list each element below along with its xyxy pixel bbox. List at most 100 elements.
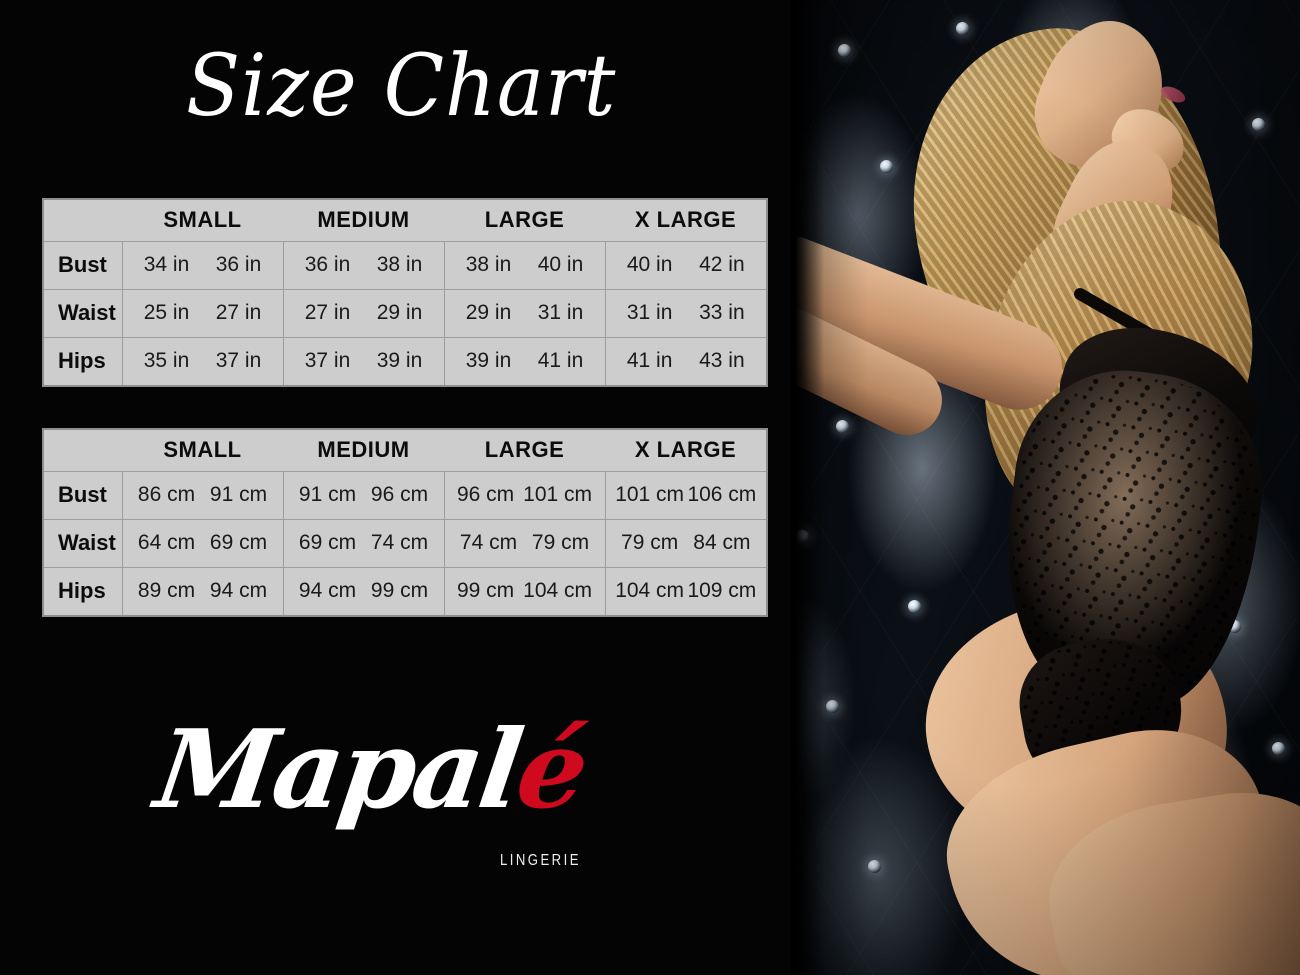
- cell-bust-large: 38 in 40 in: [444, 241, 606, 290]
- size-table-centimeters: SMALL MEDIUM LARGE X LARGE Bust 86 cm 91 …: [44, 430, 766, 615]
- cell-waist-medium: 27 in 29 in: [283, 289, 445, 338]
- header-xlarge: X LARGE: [605, 200, 766, 242]
- value-min: 74 cm: [459, 531, 518, 554]
- cell-hips-xlarge: 41 in 43 in: [605, 337, 766, 385]
- value-max: 37 in: [215, 349, 262, 373]
- table-row: Bust 34 in 36 in 36 in 38 in 38 in 40 in 40…: [44, 241, 766, 290]
- value-min: 64 cm: [137, 531, 196, 554]
- value-min: 41 in: [626, 349, 673, 373]
- size-table-centimeters-body: Bust 86 cm 91 cm 91 cm 96 cm 96 cm 101 cm 1…: [44, 471, 766, 615]
- value-min: 34 in: [143, 253, 190, 276]
- value-max: 42 in: [699, 253, 745, 276]
- cell-waist-large: 29 in 31 in: [444, 289, 606, 338]
- table-row: Waist 25 in 27 in 27 in 29 in 29 in 31 in 3…: [44, 289, 766, 338]
- value-max: 39 in: [376, 349, 423, 373]
- value-max: 69 cm: [209, 531, 268, 554]
- cell-waist-medium: 69 cm 74 cm: [283, 519, 445, 568]
- brand-name-main: Mapal: [148, 707, 528, 833]
- value-min: 39 in: [465, 349, 512, 373]
- value-min: 29 in: [465, 301, 512, 324]
- info-panel: Size Chart SMALL MEDIUM LARGE X LARGE Bu…: [44, 37, 766, 876]
- row-label-hips: Hips: [44, 337, 123, 385]
- cell-waist-small: 25 in 27 in: [122, 289, 284, 338]
- header-row: SMALL MEDIUM LARGE X LARGE: [44, 200, 766, 242]
- value-min: 36 in: [304, 253, 351, 276]
- cell-waist-xlarge: 31 in 33 in: [605, 289, 766, 338]
- brand-logo: Mapalé LINGERIE: [149, 707, 593, 876]
- cell-bust-small: 34 in 36 in: [122, 241, 284, 290]
- photo-vignette: [760, 0, 1300, 975]
- cell-bust-medium: 91 cm 96 cm: [283, 471, 445, 520]
- brand-wordmark: Mapalé: [149, 707, 593, 833]
- value-min: 89 cm: [137, 579, 196, 603]
- model-photo: [760, 0, 1300, 975]
- value-max: 41 in: [537, 349, 584, 373]
- value-min: 25 in: [143, 301, 190, 324]
- size-table-inches: SMALL MEDIUM LARGE X LARGE Bust 34 in 36 …: [44, 200, 766, 385]
- cell-hips-large: 39 in 41 in: [444, 337, 606, 385]
- cell-hips-medium: 94 cm 99 cm: [283, 567, 445, 615]
- value-min: 86 cm: [137, 483, 196, 506]
- value-min: 69 cm: [298, 531, 357, 554]
- value-max: 79 cm: [531, 531, 590, 554]
- cell-bust-xlarge: 40 in 42 in: [605, 241, 766, 290]
- value-min: 94 cm: [298, 579, 357, 603]
- value-min: 40 in: [626, 253, 673, 276]
- value-min: 31 in: [626, 301, 673, 324]
- value-max: 29 in: [376, 301, 423, 324]
- row-label-bust: Bust: [44, 241, 123, 290]
- header-medium: MEDIUM: [283, 200, 444, 242]
- table-row: Hips 35 in 37 in 37 in 39 in 39 in 41 in 41…: [44, 337, 766, 385]
- cell-bust-medium: 36 in 38 in: [283, 241, 445, 290]
- value-max: 27 in: [215, 301, 262, 324]
- cell-bust-small: 86 cm 91 cm: [122, 471, 284, 520]
- value-max: 109 cm: [687, 579, 757, 603]
- value-max: 31 in: [537, 301, 584, 324]
- row-label-waist: Waist: [44, 519, 123, 568]
- value-max: 101 cm: [523, 483, 593, 506]
- header-xlarge: X LARGE: [605, 430, 766, 472]
- value-min: 35 in: [143, 349, 190, 373]
- size-table-inches-head: SMALL MEDIUM LARGE X LARGE: [44, 200, 766, 242]
- value-min: 37 in: [304, 349, 351, 373]
- value-min: 38 in: [465, 253, 512, 276]
- value-min: 91 cm: [298, 483, 357, 506]
- cell-hips-small: 89 cm 94 cm: [122, 567, 284, 615]
- value-max: 38 in: [376, 253, 423, 276]
- cell-waist-xlarge: 79 cm 84 cm: [605, 519, 766, 568]
- cell-hips-medium: 37 in 39 in: [283, 337, 445, 385]
- header-corner: [44, 200, 122, 242]
- brand-tagline: LINGERIE: [500, 852, 581, 869]
- value-max: 40 in: [537, 253, 584, 276]
- table-row: Bust 86 cm 91 cm 91 cm 96 cm 96 cm 101 cm 1…: [44, 471, 766, 520]
- value-min: 27 in: [304, 301, 351, 324]
- value-max: 36 in: [215, 253, 262, 276]
- value-max: 104 cm: [523, 579, 593, 603]
- page-title: Size Chart: [186, 37, 617, 136]
- value-min: 79 cm: [621, 531, 679, 554]
- value-min: 104 cm: [615, 579, 685, 603]
- value-min: 101 cm: [615, 483, 685, 506]
- table-row: Hips 89 cm 94 cm 94 cm 99 cm 99 cm 104 cm 1…: [44, 567, 766, 615]
- cell-bust-xlarge: 101 cm 106 cm: [605, 471, 766, 520]
- cell-hips-large: 99 cm 104 cm: [444, 567, 606, 615]
- value-max: 96 cm: [370, 483, 429, 506]
- header-large: LARGE: [444, 200, 605, 242]
- header-medium: MEDIUM: [283, 430, 444, 472]
- header-row: SMALL MEDIUM LARGE X LARGE: [44, 430, 766, 472]
- value-min: 99 cm: [456, 579, 515, 603]
- cell-waist-large: 74 cm 79 cm: [444, 519, 606, 568]
- value-max: 106 cm: [687, 483, 757, 506]
- header-small: SMALL: [122, 200, 283, 242]
- cell-bust-large: 96 cm 101 cm: [444, 471, 606, 520]
- value-max: 33 in: [699, 301, 745, 324]
- size-table-inches-body: Bust 34 in 36 in 36 in 38 in 38 in 40 in 40…: [44, 241, 766, 385]
- size-table-centimeters-head: SMALL MEDIUM LARGE X LARGE: [44, 430, 766, 472]
- cell-hips-small: 35 in 37 in: [122, 337, 284, 385]
- table-row: Waist 64 cm 69 cm 69 cm 74 cm 74 cm 79 cm 7…: [44, 519, 766, 568]
- header-large: LARGE: [444, 430, 605, 472]
- value-max: 43 in: [699, 349, 745, 373]
- value-max: 94 cm: [209, 579, 268, 603]
- row-label-bust: Bust: [44, 471, 123, 520]
